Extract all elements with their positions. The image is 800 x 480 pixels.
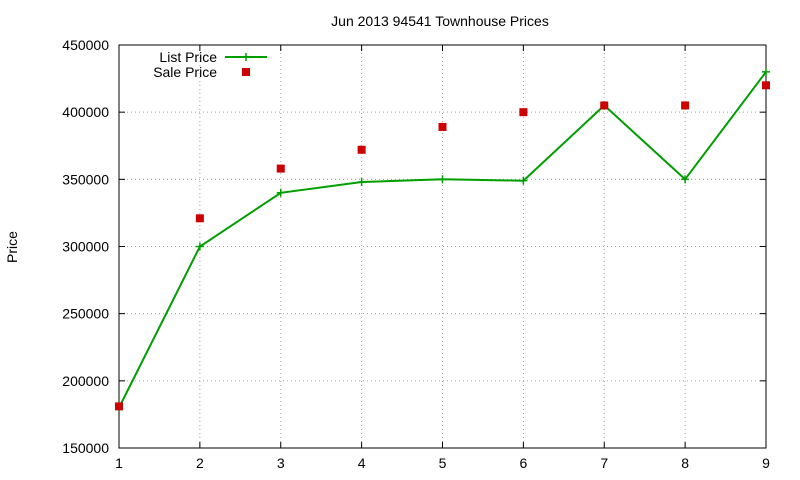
y-tick-label: 250000 bbox=[62, 306, 109, 322]
legend-marker-sale-price bbox=[242, 68, 250, 76]
y-tick-label: 450000 bbox=[62, 37, 109, 53]
x-tick-label: 8 bbox=[681, 455, 689, 471]
x-tick-label: 7 bbox=[600, 455, 608, 471]
plot-area-frame bbox=[118, 44, 767, 449]
x-tick-label: 9 bbox=[762, 455, 770, 471]
sale-price-point bbox=[519, 108, 528, 117]
x-tick-label: 6 bbox=[519, 455, 527, 471]
sale-price-point bbox=[195, 214, 204, 223]
list-price-point bbox=[276, 188, 285, 197]
list-price-point bbox=[195, 242, 204, 251]
list-price-point bbox=[519, 176, 528, 185]
y-axis-label: Price bbox=[4, 231, 20, 263]
sale-price-point bbox=[115, 402, 123, 411]
list-price-point bbox=[357, 178, 366, 187]
y-tick-label: 200000 bbox=[62, 373, 109, 389]
x-tick-label: 2 bbox=[196, 455, 204, 471]
sale-price-point bbox=[276, 164, 285, 173]
sale-price-point bbox=[600, 101, 609, 110]
legend-label-list-price: List Price bbox=[159, 49, 217, 65]
sale-price-point bbox=[438, 122, 447, 131]
list-price-point bbox=[762, 67, 770, 76]
list-price-point bbox=[438, 175, 447, 184]
y-tick-label: 150000 bbox=[62, 440, 109, 456]
x-tick-label: 4 bbox=[358, 455, 366, 471]
x-tick-label: 1 bbox=[115, 455, 123, 471]
chart-title: Jun 2013 94541 Townhouse Prices bbox=[331, 13, 549, 29]
y-tick-label: 300000 bbox=[62, 239, 109, 255]
series-layer bbox=[115, 67, 770, 412]
list-price-point bbox=[681, 175, 690, 184]
legend-label-sale-price: Sale Price bbox=[153, 64, 217, 80]
sale-price-point bbox=[681, 101, 690, 110]
x-axis-ticks: 1 2 3 4 5 6 7 8 9 bbox=[115, 45, 770, 471]
legend-marker-list-price bbox=[242, 53, 250, 61]
sale-price-point bbox=[357, 145, 366, 154]
y-tick-label: 350000 bbox=[62, 171, 109, 187]
y-tick-label: 400000 bbox=[62, 104, 109, 120]
sale-price-point bbox=[762, 81, 770, 90]
x-tick-label: 5 bbox=[439, 455, 447, 471]
x-tick-label: 3 bbox=[277, 455, 285, 471]
grid-lines bbox=[119, 45, 766, 448]
